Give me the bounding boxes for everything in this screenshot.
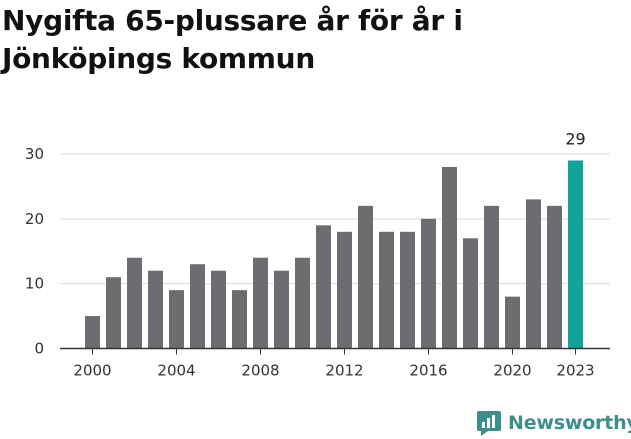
x-tick-label: 2004	[157, 362, 195, 380]
x-tick-label: 2016	[409, 362, 447, 380]
x-tick-label: 2008	[241, 362, 279, 380]
bar-highlight	[568, 160, 583, 349]
x-axis-ticks: 2000 2004 2008 2012 2016 2020 2023	[73, 348, 595, 380]
bar	[442, 166, 457, 349]
bar	[316, 225, 331, 349]
brand-name: Newsworthy	[508, 412, 631, 434]
bar-chart: 0 10 20 30 2000 2004 2008 2012 2016 2020 2023 29	[25, 129, 610, 380]
newsworthy-brand[interactable]: Newsworthy	[476, 407, 631, 439]
bar	[547, 205, 562, 349]
x-tick-label: 2020	[493, 362, 531, 380]
newsworthy-logo-icon	[477, 411, 501, 436]
bar	[211, 270, 226, 349]
y-tick-label: 30	[25, 145, 44, 163]
x-tick-label: 2023	[556, 362, 594, 380]
chart-title: Nygifta 65-plussare år för år i Jönköpin…	[2, 4, 463, 75]
bar	[106, 277, 121, 349]
data-label: 29	[565, 129, 585, 148]
bar	[85, 316, 100, 349]
bar	[526, 199, 541, 349]
bar	[148, 270, 163, 349]
bar	[274, 270, 289, 349]
bar	[484, 205, 499, 349]
bar	[253, 257, 268, 349]
y-tick-label: 0	[34, 340, 44, 358]
bar	[505, 296, 520, 349]
bar	[232, 290, 247, 349]
bar	[400, 231, 415, 349]
y-tick-label: 20	[25, 210, 44, 228]
bar	[127, 257, 142, 349]
y-axis-ticks: 0 10 20 30	[25, 145, 44, 358]
bars	[85, 160, 583, 349]
y-tick-label: 10	[25, 275, 44, 293]
x-tick-label: 2000	[73, 362, 111, 380]
bar	[358, 205, 373, 349]
bar	[190, 264, 205, 349]
bar	[463, 238, 478, 349]
bar	[421, 218, 436, 349]
x-tick-label: 2012	[325, 362, 363, 380]
bar	[379, 231, 394, 349]
bar	[337, 231, 352, 349]
data-labels: 29	[565, 129, 585, 148]
bar	[169, 290, 184, 349]
bar	[295, 257, 310, 349]
